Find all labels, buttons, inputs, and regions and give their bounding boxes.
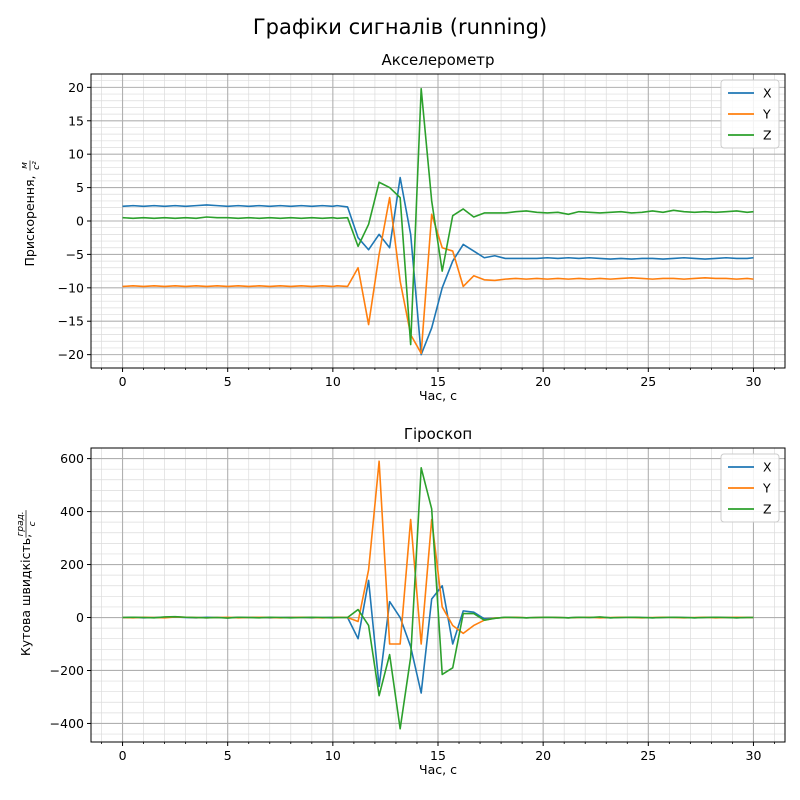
accel-y-axis-label: Прискорення, м с²	[20, 160, 42, 267]
accel-y-tick-label: −15	[58, 314, 84, 329]
accel-x-tick-label: 0	[119, 374, 127, 389]
accel-y-tick-label: 20	[68, 80, 84, 95]
gyro-x-tick-label: 25	[640, 748, 656, 763]
accel-x-tick-label: 20	[535, 374, 551, 389]
accel-y-tick-label: 15	[68, 113, 84, 128]
gyro-y-tick-label: −200	[50, 663, 84, 678]
accel-x-tick-label: 25	[640, 374, 656, 389]
gyro-legend-label-z: Z	[763, 502, 772, 517]
gyro-y-axis-unit-den: с	[28, 521, 38, 526]
gyro-x-axis-label: Час, с	[419, 762, 457, 777]
gyro-y-tick-label: 200	[60, 557, 84, 572]
accel-x-tick-label: 5	[224, 374, 232, 389]
gyro-legend: XYZ	[720, 453, 780, 523]
gyro-y-axis-label-main: Кутова швидкість,	[18, 534, 33, 656]
accel-y-axis-unit-den: с²	[32, 161, 42, 170]
gyro-y-tick-label: 400	[60, 504, 84, 519]
accel-panel-title: Акселерометр	[381, 51, 494, 69]
gyro-x-tick-label: 15	[430, 748, 446, 763]
accel-x-tick-label: 15	[430, 374, 446, 389]
gyro-x-tick-label: 10	[325, 748, 341, 763]
accel-x-axis-label: Час, с	[419, 388, 457, 403]
accel-legend-label-x: X	[763, 86, 772, 101]
gyro-y-tick-label: 600	[60, 451, 84, 466]
accel-legend: XYZ	[720, 79, 780, 149]
accel-y-axis-label-main: Прискорення,	[22, 176, 37, 267]
gyro-series-line-z	[122, 467, 754, 730]
gyroscope-panel: 0 5 10 15 20 25 30 −400 −200 0 200 400 600 Гіроскоп Ча…	[16, 425, 786, 777]
gyro-x-tick-label: 0	[119, 748, 127, 763]
gyro-legend-label-x: X	[763, 460, 772, 475]
accel-y-tick-label: 5	[76, 180, 84, 195]
gyro-series-group	[122, 460, 754, 730]
accel-major-grid	[91, 74, 785, 368]
gyro-y-axis-label: Кутова швидкість, град. с	[16, 510, 38, 656]
accel-y-axis-unit-num: м	[20, 162, 30, 169]
accel-x-tick-label: 30	[746, 374, 762, 389]
gyro-y-axis-unit-num: град.	[16, 511, 26, 536]
accel-y-tick-label: 0	[76, 214, 84, 229]
gyro-y-tick-label: 0	[76, 610, 84, 625]
accel-y-tick-label: −20	[58, 347, 84, 362]
accel-x-tick-label: 10	[325, 374, 341, 389]
accelerometer-panel: 0 5 10 15 20 25 30 −20 −15 −10 −5 0 5 10 15 20 Акселером…	[20, 51, 786, 403]
gyro-y-tick-label: −400	[50, 716, 84, 731]
accel-series-line-x	[122, 176, 754, 356]
accel-y-tick-label: −5	[66, 247, 84, 262]
accel-series-line-z	[122, 87, 754, 346]
gyro-panel-title: Гіроскоп	[404, 425, 472, 443]
accel-legend-label-y: Y	[762, 107, 771, 122]
gyro-x-tick-label: 30	[746, 748, 762, 763]
gyro-legend-label-y: Y	[762, 481, 771, 496]
accel-series-group	[122, 87, 754, 356]
gyro-major-grid	[91, 448, 785, 742]
accel-y-tick-label: 10	[68, 147, 84, 162]
gyro-x-tick-label: 20	[535, 748, 551, 763]
figure-suptitle: Графіки сигналів (running)	[253, 15, 547, 39]
accel-legend-label-z: Z	[763, 128, 772, 143]
accel-y-tick-label: −10	[58, 280, 84, 295]
gyro-x-tick-label: 5	[224, 748, 232, 763]
